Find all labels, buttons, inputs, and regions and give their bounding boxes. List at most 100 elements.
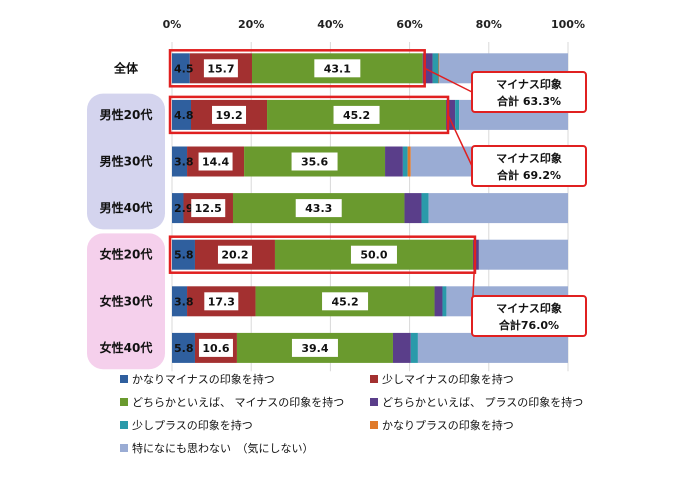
data-label: 39.4 [301,342,328,355]
bar-segment [402,146,408,177]
bar-segment [432,53,439,84]
callout-line-1: マイナス印象 [496,151,562,165]
data-label-box [333,105,380,124]
data-label: 4.5 [174,62,194,75]
data-label-box [322,292,369,311]
legend-swatch [120,398,128,406]
legend-swatch [370,421,378,429]
data-label: 19.2 [215,109,242,122]
legend-label: どちらかといえば、 プラスの印象を持つ [382,395,583,409]
data-label: 35.6 [301,156,328,169]
data-label-box [291,152,338,171]
category-group-backgrounds [87,93,165,370]
bar-segment [417,332,568,363]
data-label: 2.9 [174,202,194,215]
callout-box [471,295,587,337]
bar-segment [421,193,429,224]
data-label: 3.8 [174,295,194,308]
data-label: 43.3 [305,202,332,215]
bar-segment [438,53,440,84]
legend-label: かなりプラスの印象を持つ [382,418,514,432]
x-axis-ticks: 0% 20% 40% 60% 80% 100% [163,18,585,31]
legend-swatch [120,421,128,429]
bar-segment [392,332,411,363]
x-tick-label: 0% [163,18,182,31]
bar-segment [455,99,460,130]
bar-segment [172,239,195,270]
bar-segment [434,286,443,317]
category-label: 男性20代 [100,107,153,122]
callout-line-1: マイナス印象 [496,301,562,315]
bar-segment [428,193,568,224]
callout-leader [424,67,473,93]
x-tick-label: 80% [476,18,502,31]
data-label: 14.4 [202,156,229,169]
category-label: 女性20代 [100,247,153,262]
data-labels: 4.5 15.7 43.1 4.8 19.2 45.2 3.8 14.4 35.6 2.9 12.5… [174,59,397,357]
data-label-box [203,59,238,78]
category-label: 女性30代 [100,293,153,308]
data-label-box [191,199,226,218]
callout-leader [447,114,473,167]
data-label-box [314,59,361,78]
legend-swatch [370,398,378,406]
callout-line-2: 合計76.0% [499,318,559,332]
data-label: 5.8 [174,249,194,262]
bar-segment [172,193,184,224]
bar-segment [172,99,192,130]
data-label-box [212,105,247,124]
data-label-box [291,338,338,357]
data-label: 17.3 [208,295,235,308]
data-label: 50.0 [360,249,387,262]
data-label-box [198,338,233,357]
bar-segment [172,332,195,363]
group-background-1 [87,233,165,370]
bar-segment [478,239,568,270]
x-tick-label: 60% [396,18,422,31]
bar-segment [410,332,418,363]
category-label: 女性40代 [100,340,153,355]
legend-label: 少しマイナスの印象を持つ [382,372,514,386]
callout-box [471,71,587,113]
bar-segment [404,193,422,224]
bar-segment [385,146,403,177]
callout-box [471,145,587,187]
data-label-box [295,199,342,218]
data-label-box [217,245,252,264]
callout-line-1: マイナス印象 [496,77,562,91]
group-background-0 [87,93,165,230]
x-tick-label: 20% [238,18,264,31]
bar-segment [172,53,190,84]
category-label: 全体 [113,60,139,75]
data-label: 10.6 [202,342,229,355]
bar-segment [446,99,456,130]
legend-swatch [120,444,128,452]
bar-segment [407,146,411,177]
data-label: 5.8 [174,342,194,355]
legend-label: 特になにも思わない （気にしない） [132,441,314,455]
data-label-box [198,152,233,171]
legend-label: かなりマイナスの印象を持つ [132,372,275,386]
legend-label: どちらかといえば、 マイナスの印象を持つ [132,395,344,409]
data-label: 12.5 [195,202,222,215]
legend-swatch [120,375,128,383]
x-tick-label: 40% [317,18,343,31]
data-label: 43.1 [324,62,351,75]
data-label: 15.7 [207,62,234,75]
data-label: 4.8 [174,109,194,122]
category-label: 男性30代 [100,154,153,169]
bar-segment [442,286,447,317]
bar-segment [172,146,188,177]
data-label: 20.2 [221,249,248,262]
callout-line-2: 合計 63.3% [497,94,561,108]
data-label: 3.8 [174,156,194,169]
data-label-box [350,245,397,264]
x-tick-label: 100% [551,18,585,31]
callout-line-2: 合計 69.2% [497,168,561,182]
data-label: 45.2 [343,109,370,122]
legend-swatch [370,375,378,383]
